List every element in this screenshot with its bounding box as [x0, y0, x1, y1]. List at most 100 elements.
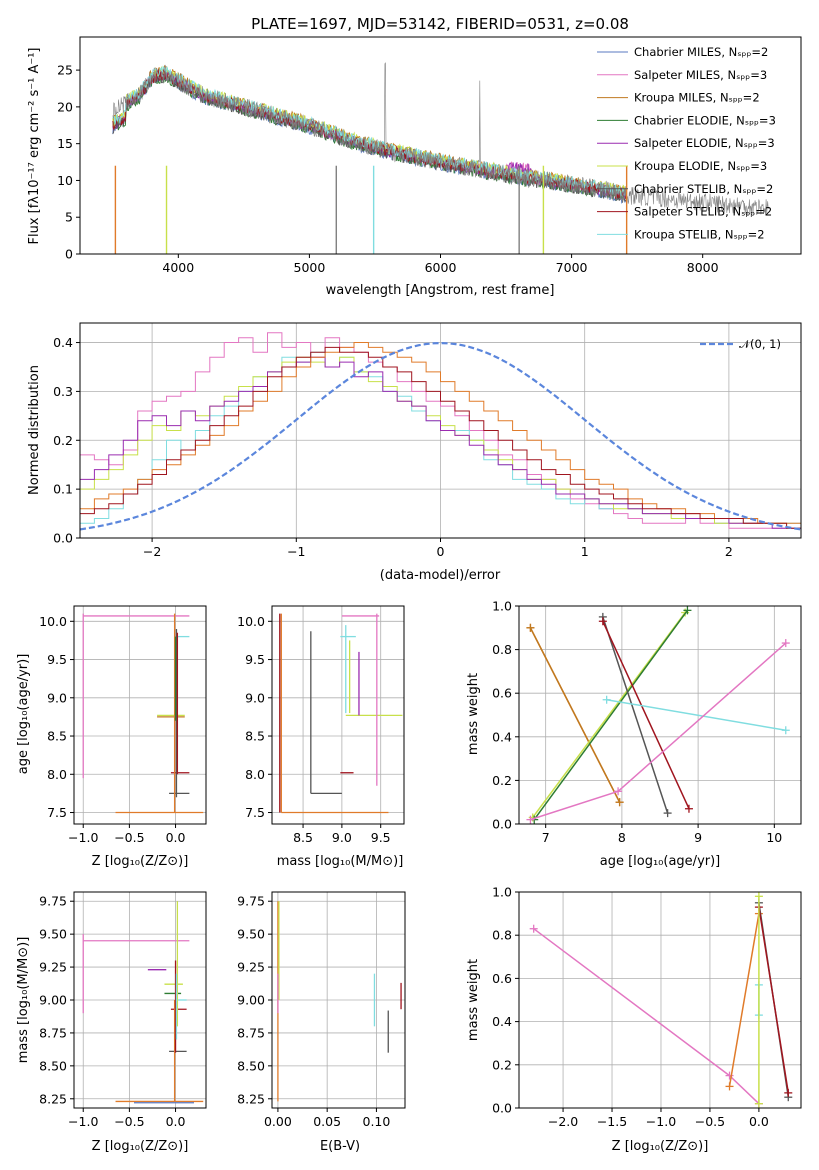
- zage-xtick-label: 0.0: [166, 830, 186, 845]
- zweight-xtick-label: −2.0: [548, 1114, 578, 1129]
- ebvmass-ytick-label: 9.75: [237, 894, 265, 909]
- mass-age-markers: [279, 613, 403, 814]
- legend-label: Salpeter STELIB, Nₛₚₚ=2: [634, 205, 772, 219]
- z-age-xlabel: Z [log₁₀(Z/Z⊙)]: [92, 854, 189, 869]
- massage-xtick-label: 9.0: [332, 830, 352, 845]
- age-weight-xlabel: age [log₁₀(age/yr)]: [600, 854, 721, 869]
- ageweight-ytick-label: 0.8: [492, 642, 512, 657]
- spectrum-traces: [112, 62, 769, 254]
- zweight-xtick-label: 0.0: [749, 1114, 769, 1129]
- zage-ytick-label: 8.0: [47, 767, 67, 782]
- ebvmass-ytick-label: 9.50: [237, 927, 265, 942]
- ebvmass-ytick-label: 8.75: [237, 1025, 265, 1040]
- ageweight-line: [606, 698, 786, 732]
- zweight-ytick-label: 0.2: [492, 1057, 512, 1072]
- zmass-ytick-label: 9.00: [39, 993, 67, 1008]
- residual-ytick-label: 0.4: [53, 335, 73, 350]
- residual-xtick-label: 1: [581, 544, 589, 559]
- spectrum-ytick-label: 0: [65, 247, 73, 262]
- zmass-ytick-label: 9.75: [39, 894, 67, 909]
- zweight-ytick-label: 1.0: [492, 885, 512, 900]
- zage-ytick-label: 8.5: [47, 729, 67, 744]
- spectrum-title: PLATE=1697, MJD=53142, FIBERID=0531, z=0…: [251, 15, 629, 33]
- age-weight-panel: 7 8 9 10 0.0 0.2 0.4 0.6 0.8 1.0 age [log₁₀(age/y…: [466, 599, 802, 869]
- spectrum-ytick-label: 15: [57, 136, 73, 151]
- zweight-line: [533, 928, 760, 1105]
- massage-ytick-label: 9.5: [245, 652, 265, 667]
- spectrum-xtick-label: 8000: [687, 260, 719, 275]
- residual-legend: 𝒩(0, 1): [700, 337, 781, 351]
- ageweight-xtick-label: 8: [618, 830, 626, 845]
- legend-label: Kroupa ELODIE, Nₛₚₚ=3: [634, 159, 767, 173]
- residual-legend-label: 𝒩(0, 1): [739, 337, 781, 351]
- massage-ytick-label: 9.0: [245, 690, 265, 705]
- zage-xtick-label: −1.0: [68, 830, 98, 845]
- zweight-xtick-label: −1.5: [597, 1114, 627, 1129]
- z-mass-ylabel: mass [log₁₀(M/M⊙)]: [16, 937, 31, 1064]
- ageweight-ytick-label: 1.0: [492, 599, 512, 614]
- massage-ytick-label: 8.0: [245, 767, 265, 782]
- model-trace: [112, 65, 627, 197]
- residual-xlabel: (data-model)/error: [380, 568, 501, 583]
- age-weight-lines: [526, 606, 790, 824]
- z-weight-xlabel: Z [log₁₀(Z/Z⊙)]: [612, 1139, 709, 1154]
- z-weight-ylabel: mass weight: [466, 959, 481, 1041]
- ageweight-line: [533, 609, 689, 821]
- ebvmass-ytick-label: 8.50: [237, 1058, 265, 1073]
- ebvmass-ytick-label: 9.25: [237, 960, 265, 975]
- zmass-xtick-label: −0.5: [114, 1114, 144, 1129]
- ageweight-ytick-label: 0.4: [492, 729, 512, 744]
- zweight-xtick-label: −1.0: [646, 1114, 676, 1129]
- spectrum-legend: Chabrier MILES, Nₛₚₚ=2 Salpeter MILES, Nₛ…: [597, 45, 776, 241]
- spectrum-ytick-label: 10: [57, 173, 73, 188]
- spectrum-ytick-label: 20: [57, 99, 73, 114]
- zmass-ytick-label: 8.50: [39, 1058, 67, 1073]
- residual-ytick-label: 0.3: [53, 384, 73, 399]
- ageweight-ytick-label: 0.6: [492, 686, 512, 701]
- age-weight-ylabel: mass weight: [466, 673, 481, 755]
- ageweight-ytick-label: 0.2: [492, 773, 512, 788]
- z-age-markers: [82, 613, 204, 814]
- residual-ytick-label: 0.0: [53, 531, 73, 546]
- spectrum-xtick-label: 7000: [556, 260, 588, 275]
- z-mass-panel: −1.0 −0.5 0.08.258.508.759.009.259.509.75 …: [16, 891, 207, 1154]
- ageweight-line: [602, 616, 669, 814]
- model-trace: [112, 71, 627, 203]
- massage-xtick-label: 9.5: [371, 830, 391, 845]
- zweight-ytick-label: 0.0: [492, 1101, 512, 1116]
- spectrum-xtick-label: 5000: [294, 260, 326, 275]
- zmass-xtick-label: 0.0: [166, 1114, 186, 1129]
- zweight-line: [758, 906, 790, 1094]
- mass-age-xlabel: mass [log₁₀(M/M⊙)]: [277, 854, 404, 869]
- massage-xtick-label: 8.5: [293, 830, 313, 845]
- legend-label: Chabrier MILES, Nₛₚₚ=2: [634, 45, 768, 59]
- zage-xtick-label: −0.5: [114, 830, 144, 845]
- zmass-xtick-label: −1.0: [68, 1114, 98, 1129]
- zage-ytick-label: 7.5: [47, 805, 67, 820]
- z-weight-panel: −2.0 −1.5 −1.0 −0.5 0.0 0.0 0.2 0.4 0.6 0.8 1.0 Z …: [466, 885, 802, 1154]
- spectrum-xtick-label: 6000: [425, 260, 457, 275]
- ebvmass-xtick-label: 0.00: [264, 1114, 292, 1129]
- spectrum-xlabel: wavelength [Angstrom, rest frame]: [326, 283, 555, 298]
- ageweight-line: [530, 642, 787, 821]
- ebv-mass-xlabel: E(B-V): [320, 1139, 360, 1154]
- legend-label: Salpeter MILES, Nₛₚₚ=3: [634, 68, 767, 82]
- ageweight-line: [602, 620, 690, 810]
- spectrum-ylabel: Flux [fλ10⁻¹⁷ erg cm⁻² s⁻¹ A⁻¹]: [27, 48, 42, 245]
- zweight-ytick-label: 0.4: [492, 1014, 512, 1029]
- ebvmass-xtick-label: 0.10: [363, 1114, 391, 1129]
- ageweight-ytick-label: 0.0: [492, 817, 512, 832]
- legend-label: Kroupa MILES, Nₛₚₚ=2: [634, 91, 760, 105]
- residual-panel: −2 −1 0 1 2 0.0 0.1 0.2 0.3 0.4 (data-model)/erro…: [27, 322, 802, 583]
- legend-label: Chabrier STELIB, Nₛₚₚ=2: [634, 182, 773, 196]
- z-mass-markers: [82, 901, 204, 1104]
- spectrum-ytick-label: 5: [65, 210, 73, 225]
- massage-ytick-label: 8.5: [245, 729, 265, 744]
- residual-ytick-label: 0.1: [53, 482, 73, 497]
- histogram-series: [79, 346, 801, 538]
- ebvmass-xtick-label: 0.05: [313, 1114, 341, 1129]
- spectrum-panel: PLATE=1697, MJD=53142, FIBERID=0531, z=0…: [27, 15, 802, 298]
- z-age-panel: −1.0 −0.5 0.0 7.5 8.0 8.5 9.0 9.5 10.0 Z [log₁₀(…: [16, 605, 207, 869]
- zweight-line: [728, 913, 760, 1087]
